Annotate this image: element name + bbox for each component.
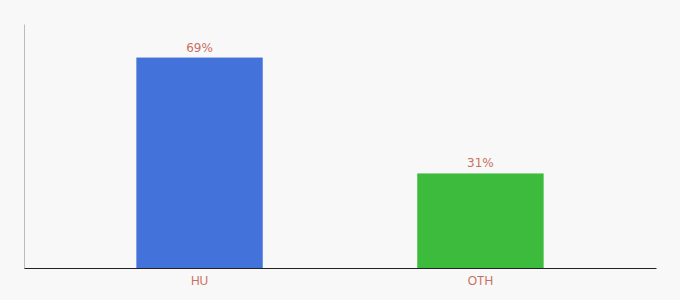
x-axis: HU OTH — [25, 269, 657, 288]
data-labels: 69% 31% — [186, 41, 494, 171]
bar — [417, 173, 543, 268]
chart: HU OTH 69% 31% — [0, 0, 680, 300]
bar — [136, 58, 262, 268]
x-tick: HU — [191, 274, 208, 288]
x-tick-label: HU — [191, 274, 208, 288]
x-axis-line — [25, 268, 657, 269]
x-tick-label: OTH — [468, 274, 493, 288]
y-axis-line — [24, 25, 25, 269]
y-axis — [24, 25, 25, 269]
plot: HU OTH 69% 31% — [25, 25, 657, 288]
background — [0, 0, 680, 300]
data-label: 69% — [186, 41, 213, 55]
x-tick: OTH — [468, 274, 493, 288]
bars — [136, 58, 543, 268]
data-label: 31% — [467, 156, 494, 170]
